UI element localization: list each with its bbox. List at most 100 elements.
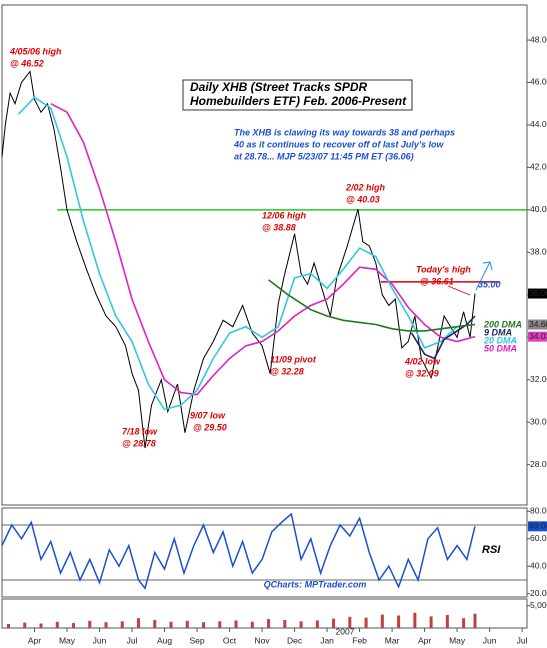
volume-bar: [23, 622, 27, 628]
rsi-tick-label: 80.00: [530, 506, 547, 516]
price-panel: [1, 4, 528, 506]
volume-bar: [283, 619, 287, 628]
rsi-panel: [1, 507, 528, 598]
volume-bar: [7, 623, 11, 628]
volume-bar: [267, 619, 271, 628]
volume-bar: [55, 621, 59, 628]
y-tick-label: 40.00: [530, 204, 547, 214]
price-tag-label: 36.06: [529, 288, 547, 298]
annotation: @ 40.03: [346, 194, 380, 204]
volume-tick-label: 5,000: [530, 600, 547, 610]
volume-bar: [72, 623, 76, 628]
volume-bar: [473, 613, 477, 628]
x-tick-label: Apr: [418, 635, 431, 645]
volume-panel: [1, 598, 528, 629]
x-tick-label: Dec: [287, 635, 303, 645]
volume-bar: [185, 620, 189, 628]
annotation: @ 32.28: [270, 366, 304, 376]
legend-label: 200 DMA: [483, 319, 522, 329]
moving-average: [50, 102, 476, 396]
volume-bar: [429, 616, 433, 628]
y-tick-label: 28.00: [530, 459, 547, 469]
rsi-label: RSI: [482, 544, 501, 556]
volume-bar: [315, 620, 319, 628]
legend-label: 20 DMA: [483, 335, 517, 345]
legend-label: 9 DMA: [484, 327, 512, 337]
pointer: [447, 285, 471, 296]
volume-bar: [104, 622, 108, 628]
y-tick-label: 30.00: [530, 416, 547, 426]
volume-bar: [380, 614, 384, 628]
annotation: @ 46.52: [10, 58, 44, 68]
x-tick-label: May: [59, 635, 76, 645]
chart-title: Homebuilders ETF) Feb. 2006-Present: [190, 94, 407, 108]
moving-average: [410, 315, 476, 360]
x-tick-label: Jul: [127, 635, 138, 645]
volume-bar: [39, 623, 43, 628]
volume-bar: [413, 612, 417, 628]
x-tick-label: Sep: [189, 635, 204, 645]
volume-bar: [445, 615, 449, 628]
x-tick-label: Mar: [385, 635, 400, 645]
annotation: Today's high: [416, 264, 471, 274]
annotation: @ 29.50: [193, 422, 227, 432]
volume-bar: [120, 621, 124, 628]
legend-label: 50 DMA: [484, 343, 517, 353]
comment: at 28.78... MJP 5/23/07 11:45 PM ET (36.…: [234, 151, 414, 161]
y-tick-label: 46.00: [530, 77, 547, 87]
annotation: @ 36.61: [420, 276, 454, 286]
x-tick-label: Jun: [93, 635, 107, 645]
volume-bar: [153, 619, 157, 628]
y-tick-label: 48.00: [530, 34, 547, 44]
price-tag: [528, 331, 547, 342]
volume-bar: [250, 621, 254, 628]
moving-average: [17, 96, 476, 411]
volume-bar: [202, 622, 206, 628]
volume-bar: [348, 616, 352, 628]
x-tick-label: Jan: [320, 635, 334, 645]
price-tag-label: 34.60: [529, 319, 547, 329]
volume-bar: [169, 621, 173, 628]
source: QCharts: MPTrader.com: [264, 579, 367, 589]
x-tick-label: Aug: [157, 635, 172, 645]
rsi-tick-label: 20.00: [530, 588, 547, 598]
x-tick-label: Jun: [483, 635, 497, 645]
x-tick-label: Feb: [352, 635, 367, 645]
annotation: @ 32.09: [405, 368, 439, 378]
rsi-line: [1, 512, 476, 590]
price-tag: [528, 288, 547, 299]
volume-bar: [88, 620, 92, 628]
volume-bar: [218, 621, 222, 628]
x-tick-label: Apr: [28, 635, 41, 645]
volume-bar: [299, 621, 303, 628]
volume-bar: [397, 615, 401, 628]
annotation: 7/18 low: [122, 426, 158, 436]
annotation: @ 28.78: [122, 438, 156, 448]
annotation: 11/09 pivot: [270, 354, 317, 364]
comment: 40 as it continues to recover off of las…: [233, 139, 445, 149]
rsi-tag-label: 69.04: [529, 521, 547, 531]
annotation: 12/06 high: [262, 210, 307, 220]
x-tick-label: Oct: [223, 635, 237, 645]
volume-bar: [137, 618, 141, 628]
arrow: [475, 261, 493, 291]
volume-bar: [462, 618, 466, 628]
comment: The XHB is clawing its way towards 38 an…: [234, 127, 455, 137]
y-tick-label: 38.00: [530, 247, 547, 257]
price-tag-label: 34.03: [529, 331, 547, 341]
volume-bar: [332, 618, 336, 628]
annotation: 9/07 low: [190, 410, 226, 420]
rsi-tick-label: 40.00: [530, 560, 547, 570]
x-tick-label: Jul: [517, 635, 528, 645]
x-tick-label: May: [449, 635, 466, 645]
y-tick-label: 44.00: [530, 119, 547, 129]
annotation: 35.00: [478, 279, 501, 289]
y-tick-label: 32.00: [530, 374, 547, 384]
price-tag: [528, 319, 547, 330]
x-tick-label: Nov: [254, 635, 270, 645]
price-line: [1, 70, 476, 449]
volume-bar: [364, 617, 368, 628]
moving-average: [268, 279, 476, 332]
rsi-tag: [528, 521, 547, 532]
